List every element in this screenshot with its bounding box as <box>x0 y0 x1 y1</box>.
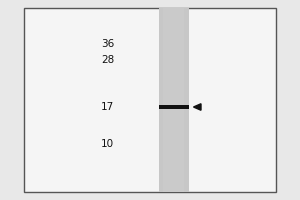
Text: 28: 28 <box>101 55 114 65</box>
Polygon shape <box>194 104 201 110</box>
Text: 10: 10 <box>101 139 114 149</box>
Bar <box>159 105 189 109</box>
Bar <box>159 8 189 192</box>
Text: 17: 17 <box>101 102 114 112</box>
Bar <box>159 8 164 192</box>
Bar <box>184 8 189 192</box>
Text: 36: 36 <box>101 39 114 49</box>
Bar <box>24 8 276 192</box>
